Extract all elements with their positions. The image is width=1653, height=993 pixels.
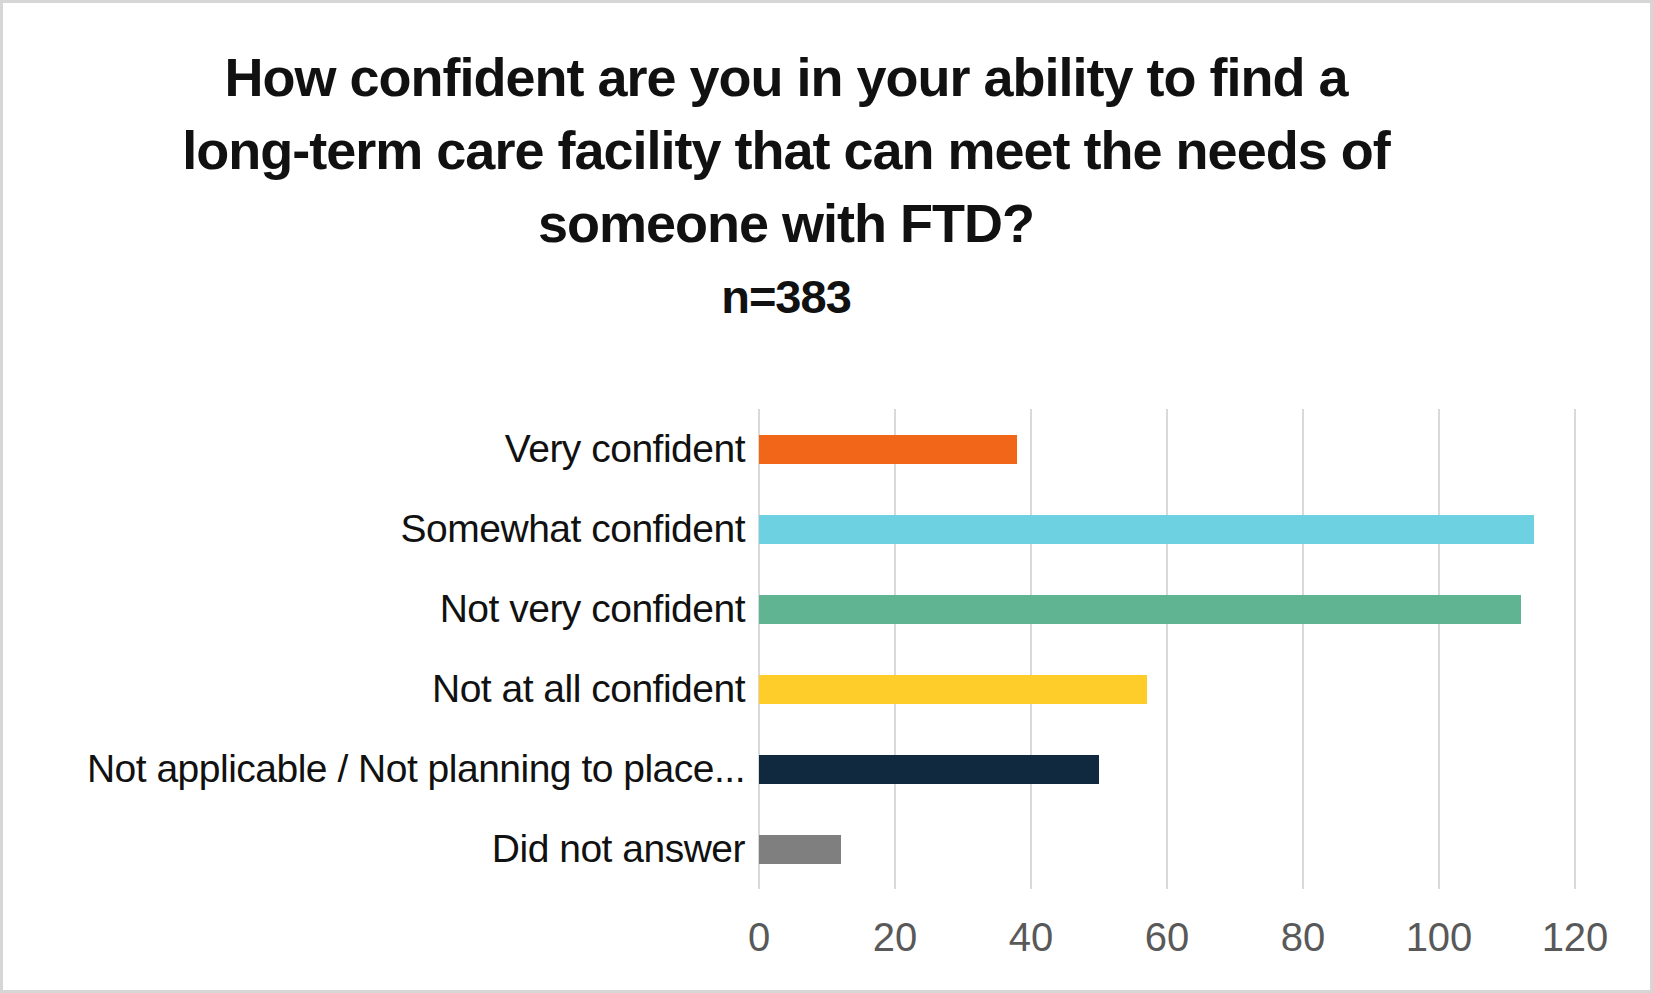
x-tick-label-20: 20 — [827, 914, 963, 960]
bar-0 — [759, 435, 1017, 464]
bar-1 — [759, 515, 1534, 544]
chart-title: How confident are you in your ability to… — [3, 41, 1569, 333]
category-label: Not very confident — [440, 569, 745, 649]
chart-title-line-3: someone with FTD? — [3, 187, 1569, 260]
chart-row: Very confident — [3, 409, 1650, 489]
bar-4 — [759, 755, 1099, 784]
chart-row: Somewhat confident — [3, 489, 1650, 569]
x-tick-label-100: 100 — [1371, 914, 1507, 960]
x-tick-label-40: 40 — [963, 914, 1099, 960]
bar-3 — [759, 675, 1147, 704]
x-axis: 020406080100120 — [3, 914, 1650, 964]
x-tick-label-60: 60 — [1099, 914, 1235, 960]
bar-5 — [759, 835, 841, 864]
bar-chart-plot-area: Very confidentSomewhat confidentNot very… — [3, 409, 1650, 889]
x-tick-label-0: 0 — [691, 914, 827, 960]
chart-row: Not applicable / Not planning to place..… — [3, 729, 1650, 809]
chart-row: Did not answer — [3, 809, 1650, 889]
x-tick-label-120: 120 — [1507, 914, 1643, 960]
category-label: Not at all confident — [432, 649, 745, 729]
sample-size-label: n=383 — [3, 260, 1569, 333]
category-label: Not applicable / Not planning to place..… — [87, 729, 745, 809]
category-label: Very confident — [505, 409, 745, 489]
category-label: Did not answer — [492, 809, 745, 889]
chart-title-line-2: long-term care facility that can meet th… — [3, 114, 1569, 187]
chart-row: Not at all confident — [3, 649, 1650, 729]
bar-2 — [759, 595, 1521, 624]
chart-frame: How confident are you in your ability to… — [0, 0, 1653, 993]
x-tick-label-80: 80 — [1235, 914, 1371, 960]
category-label: Somewhat confident — [401, 489, 745, 569]
chart-row: Not very confident — [3, 569, 1650, 649]
chart-title-line-1: How confident are you in your ability to… — [3, 41, 1569, 114]
